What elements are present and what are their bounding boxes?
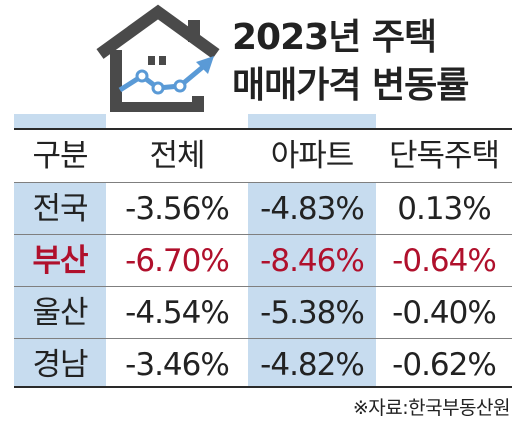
table-bottom-rule	[14, 386, 512, 388]
header-total: 전체	[149, 138, 205, 174]
price-change-table: 구분 전체 아파트 단독주택 전국 -3.56% -4.83% 0.13% 부산…	[14, 114, 512, 388]
total-cell: -6.70%	[125, 243, 230, 279]
total-cell: -3.46%	[125, 347, 230, 383]
region-cell: 전국	[32, 191, 88, 227]
table-row: 전국 -3.56% -4.83% 0.13%	[14, 182, 512, 235]
table-top-rule	[14, 128, 512, 130]
detached-cell: 0.13%	[397, 191, 491, 227]
detached-cell: -0.62%	[392, 347, 497, 383]
table-header-row: 구분 전체 아파트 단독주택	[14, 130, 512, 182]
total-cell: -3.56%	[125, 191, 230, 227]
region-cell: 경남	[32, 347, 88, 383]
total-cell: -4.54%	[125, 295, 230, 331]
apartment-cell: -5.38%	[260, 295, 365, 331]
header: 2023년 주택 매매가격 변동률	[0, 0, 526, 114]
region-cell: 부산	[32, 243, 88, 279]
region-cell: 울산	[32, 295, 88, 331]
chart-title: 2023년 주택 매매가격 변동률	[232, 14, 469, 110]
apartment-cell: -4.82%	[260, 347, 365, 383]
title-line-2: 매매가격 변동률	[232, 65, 469, 106]
detached-cell: -0.64%	[392, 243, 497, 279]
header-apartment: 아파트	[270, 138, 355, 174]
table-row: 경남 -3.46% -4.82% -0.62%	[14, 338, 512, 391]
apartment-cell: -4.83%	[260, 191, 365, 227]
house-chart-icon	[96, 4, 220, 112]
table-row: 울산 -4.54% -5.38% -0.40%	[14, 286, 512, 339]
header-region: 구분	[32, 138, 88, 174]
source-note: ※자료:한국부동산원	[352, 397, 511, 419]
detached-cell: -0.40%	[392, 295, 497, 331]
title-line-1: 2023년 주택	[232, 17, 437, 58]
table-row-highlight: 부산 -6.70% -8.46% -0.64%	[14, 234, 512, 287]
apartment-cell: -8.46%	[260, 243, 365, 279]
header-detached: 단독주택	[388, 138, 500, 174]
